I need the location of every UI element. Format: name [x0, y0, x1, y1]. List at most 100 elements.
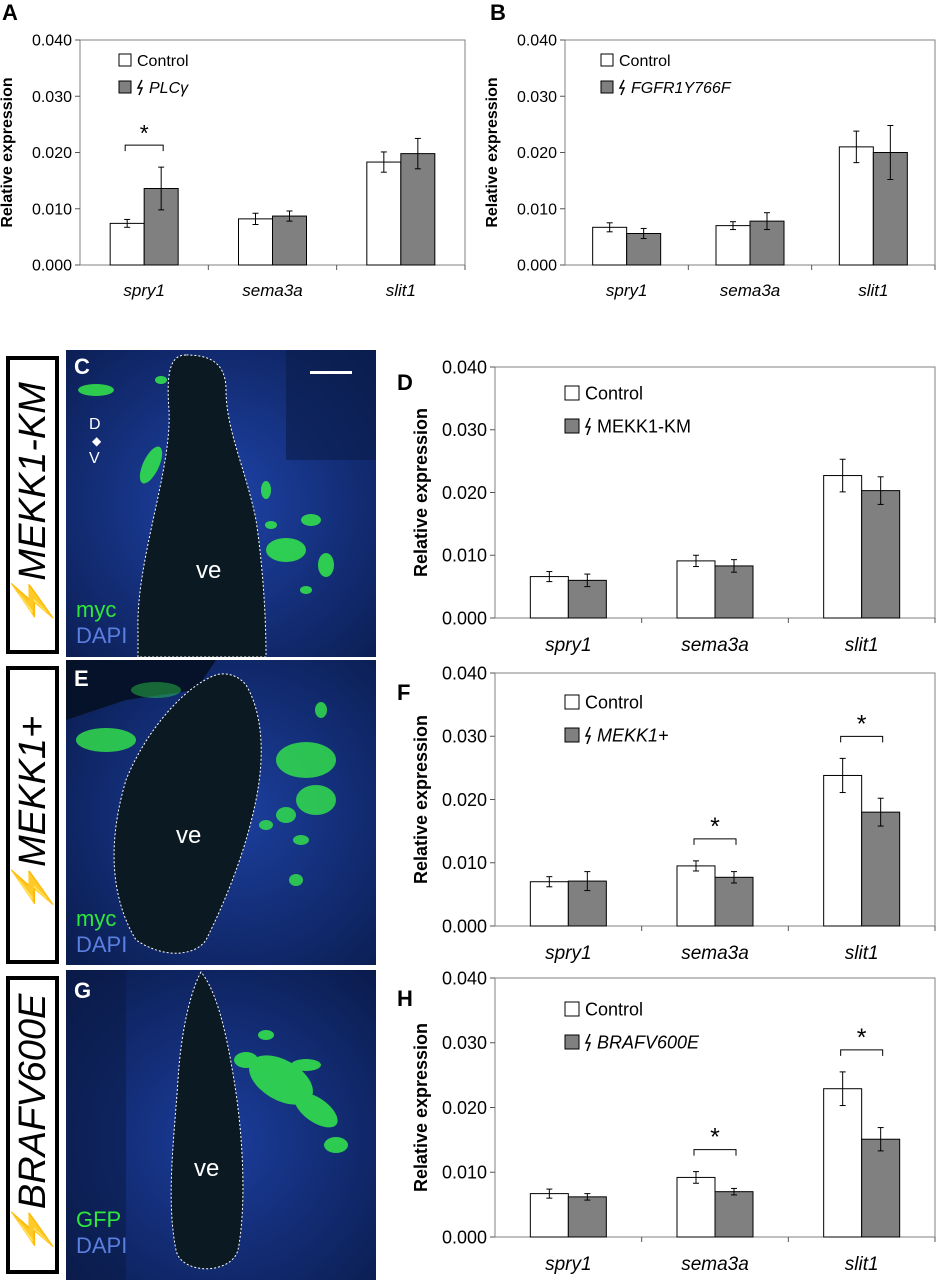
- significance-bracket: [693, 838, 737, 845]
- x-category-label: spry1: [606, 281, 648, 300]
- legend-swatch-control: [118, 53, 132, 67]
- panel-letter-h: H: [397, 986, 413, 1011]
- bar-treated: [714, 1191, 754, 1238]
- bar-chart-f: 0.000 0.010 0.020 0.030 0.040 Relative expres…: [411, 663, 936, 964]
- stain-label-gfp-g: GFP: [76, 1207, 122, 1232]
- lumen-label-c: ve: [196, 557, 222, 584]
- y-tick-label: 0.040: [442, 357, 487, 377]
- construct-label-box-g: ⚡BRAFV600E: [6, 976, 59, 1274]
- construct-label-c: ⚡MEKK1-KM: [11, 382, 54, 628]
- y-tick-label: 0.020: [442, 1098, 487, 1118]
- y-axis-label: Relative expression: [484, 77, 501, 227]
- legend-swatch-treated: [564, 1034, 580, 1050]
- bar-control: [529, 881, 569, 927]
- x-category-label: sema3a: [681, 1254, 749, 1275]
- panel-letter-e: E: [74, 666, 89, 691]
- legend-swatch-treated: [600, 80, 614, 94]
- y-tick-label: 0.010: [32, 201, 72, 218]
- x-category-label: spry1: [545, 1254, 591, 1275]
- legend-swatch-control: [564, 694, 580, 710]
- x-category-label: sema3a: [681, 943, 749, 964]
- y-tick-label: 0.010: [442, 546, 487, 566]
- bar-control: [366, 161, 402, 266]
- significance-bracket: [124, 144, 164, 152]
- panel-letter-g: G: [74, 978, 92, 1003]
- legend-label: MEKK1-KM: [597, 416, 691, 436]
- bar-control: [529, 576, 569, 619]
- bar-control: [592, 226, 628, 266]
- x-category-label: slit1: [858, 281, 888, 300]
- y-axis-label: Relative expression: [0, 77, 16, 227]
- panel-letter-b: B: [490, 0, 506, 25]
- bar-treated: [400, 153, 436, 266]
- legend-label: MEKK1+: [597, 725, 669, 745]
- y-tick-label: 0.030: [442, 1033, 487, 1053]
- bar-control: [823, 475, 863, 619]
- x-category-label: spry1: [545, 635, 591, 656]
- construct-label-box-e: ⚡MEKK1+: [6, 666, 59, 964]
- electroporation-bolt-icon: [136, 79, 144, 96]
- legend-swatch-control: [600, 53, 614, 67]
- significance-asterisk: *: [710, 813, 720, 841]
- dorsoventral-arrow-icon: ◆: [92, 434, 102, 448]
- y-tick-label: 0.040: [442, 663, 487, 683]
- y-tick-label: 0.030: [517, 89, 557, 106]
- construct-label-e: ⚡MEKK1+: [11, 715, 54, 915]
- bar-chart-h: 0.000 0.010 0.020 0.030 0.040 Relative expres…: [411, 968, 936, 1275]
- legend-label: Control: [585, 692, 643, 712]
- bar-control: [823, 1088, 863, 1238]
- legend-swatch-treated: [118, 80, 132, 94]
- bar-treated: [567, 1196, 607, 1238]
- bar-control: [676, 560, 716, 619]
- y-tick-label: 0.020: [32, 145, 72, 162]
- bar-control: [238, 218, 273, 266]
- y-tick-label: 0.020: [442, 790, 487, 810]
- y-tick-label: 0.010: [442, 1163, 487, 1183]
- panel-letter-a: A: [2, 0, 18, 25]
- stain-label-dapi-g: DAPI: [76, 1233, 128, 1258]
- stain-label-myc-e: myc: [76, 906, 117, 931]
- bar-treated: [861, 490, 901, 619]
- bar-treated: [714, 565, 754, 619]
- bar-chart-a: 0.000 0.010 0.020 0.030 0.040 Relative expres…: [0, 33, 466, 300]
- x-category-label: sema3a: [681, 635, 749, 656]
- y-tick-label: 0.030: [442, 420, 487, 440]
- y-tick-label: 0.000: [442, 916, 487, 936]
- x-category-label: spry1: [545, 943, 591, 964]
- y-tick-label: 0.000: [442, 608, 487, 628]
- x-category-label: slit1: [845, 943, 879, 964]
- legend-label: Control: [619, 53, 671, 70]
- legend-label: PLCγ: [149, 80, 189, 97]
- panel-letter-c: C: [74, 354, 90, 379]
- y-tick-label: 0.000: [32, 258, 72, 275]
- micrograph-g: G ve GFP DAPI: [66, 970, 376, 1280]
- bar-control: [529, 1193, 569, 1238]
- x-category-label: slit1: [845, 1254, 879, 1275]
- y-tick-label: 0.040: [442, 968, 487, 988]
- bar-control: [676, 865, 716, 927]
- legend-label: BRAFV600E: [597, 1032, 700, 1052]
- bar-control: [676, 1176, 716, 1238]
- electroporation-bolt-icon: [584, 726, 592, 745]
- significance-bracket: [840, 735, 884, 743]
- legend-swatch-control: [564, 385, 580, 401]
- bar-treated: [272, 215, 307, 266]
- electroporation-bolt-icon: [584, 417, 592, 436]
- y-tick-label: 0.020: [517, 145, 557, 162]
- legend-swatch-control: [564, 1001, 580, 1017]
- bar-control: [715, 225, 751, 266]
- micrograph-c: C D ◆ V ve myc DAPI: [66, 350, 376, 657]
- legend-label: Control: [137, 53, 189, 70]
- y-tick-label: 0.020: [442, 483, 487, 503]
- y-tick-label: 0.040: [32, 33, 72, 50]
- micrograph-e: E ve myc DAPI: [66, 660, 376, 965]
- y-axis-label: Relative expression: [411, 1023, 431, 1192]
- x-category-label: slit1: [386, 281, 416, 300]
- stain-label-myc-c: myc: [76, 597, 117, 622]
- electroporation-bolt-icon: [618, 79, 626, 96]
- y-tick-label: 0.000: [517, 258, 557, 275]
- y-tick-label: 0.010: [517, 201, 557, 218]
- y-tick-label: 0.030: [32, 89, 72, 106]
- bar-treated: [714, 876, 754, 927]
- bar-chart-d: 0.000 0.010 0.020 0.030 0.040 Relative expres…: [411, 357, 936, 656]
